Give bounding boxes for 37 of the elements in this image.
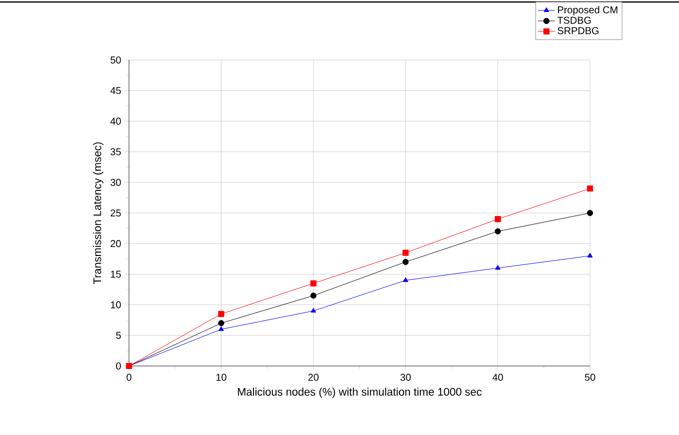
point	[402, 277, 408, 282]
point	[402, 258, 409, 265]
legend-label: SRPDBG	[558, 27, 599, 34]
point	[586, 185, 594, 192]
y-tick-label: 10	[110, 301, 121, 308]
point	[494, 216, 501, 222]
x-axis-title: Malicious nodes (%) with simulation time 1000 sec	[238, 388, 482, 398]
point	[586, 210, 594, 216]
y-tick-label: 40	[110, 118, 121, 125]
point	[587, 252, 593, 258]
y-tick-label: 15	[110, 270, 121, 278]
y-tick-label: 0	[116, 362, 121, 370]
y-tick-label: 5	[116, 332, 121, 339]
x-tick-label: 20	[308, 374, 319, 381]
y-tick-label: 35	[110, 148, 121, 156]
point	[310, 292, 316, 299]
point	[218, 326, 224, 331]
point	[310, 308, 316, 313]
y-axis-title: Transmission Latency (msec)	[93, 142, 104, 284]
x-tick-label: 10	[216, 374, 226, 381]
point	[310, 280, 316, 286]
y-tick-label: 25	[110, 209, 121, 217]
legend-label: TSDBG	[557, 16, 591, 24]
point	[218, 310, 224, 318]
point	[494, 228, 501, 234]
x-tick-label: 30	[400, 374, 411, 381]
y-tick-label: 20	[110, 240, 121, 248]
y-tick-label: 30	[110, 178, 121, 186]
point	[402, 250, 409, 256]
y-tick-label: 50	[110, 56, 121, 64]
point	[218, 320, 224, 326]
y-tick-label: 45	[110, 87, 121, 94]
x-tick-label: 50	[584, 374, 596, 381]
point	[495, 265, 500, 270]
x-tick-label: 40	[492, 374, 503, 381]
x-tick-label: 0	[126, 374, 132, 381]
legend-label: Proposed CM	[558, 6, 618, 16]
